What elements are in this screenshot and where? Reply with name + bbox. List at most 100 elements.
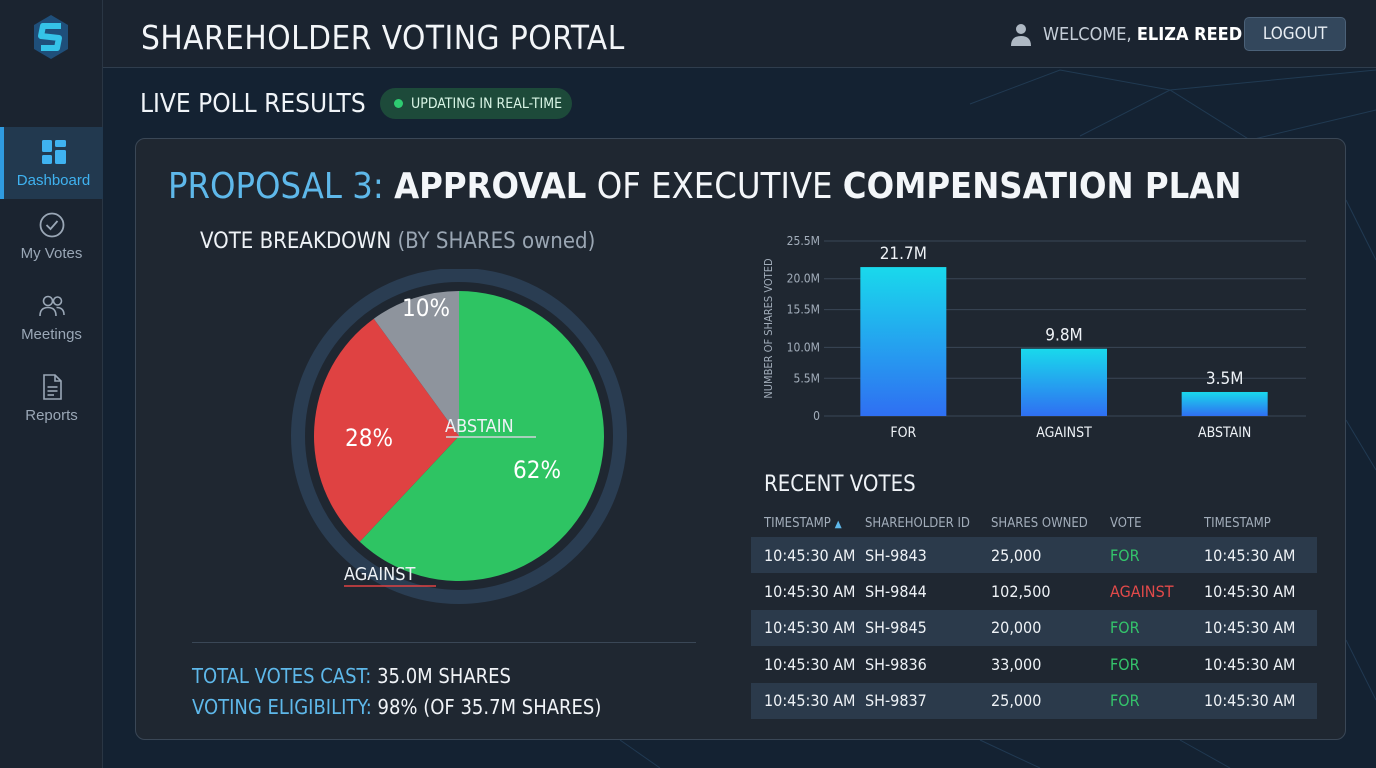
- pie-value-label: 62%: [513, 456, 561, 484]
- dashboard-icon: [41, 139, 66, 164]
- total-votes-value: 35.0M SHARES: [377, 664, 511, 688]
- cell-shareholder-id: SH-9843: [865, 537, 991, 574]
- cell-shareholder-id: SH-9845: [865, 609, 991, 647]
- cell-shareholder-id: SH-9836: [865, 654, 927, 674]
- app-logo[interactable]: [33, 14, 69, 60]
- table-row[interactable]: 10:45:30 AM SH-9837 25,000 FOR 10:45:30 AM: [751, 682, 1317, 719]
- y-tick-label: 15.5M: [787, 303, 820, 317]
- column-header-shares-owned[interactable]: SHARES OWNED: [991, 515, 1088, 531]
- cell-timestamp-2: 10:45:30 AM: [1204, 682, 1317, 719]
- cell-shares-owned: 102,500: [991, 582, 1051, 602]
- table-row[interactable]: 10:45:30 AM SH-9843 25,000 FOR 10:45:30 AM: [751, 537, 1317, 574]
- welcome-message: WELCOME, ELIZA REED: [1043, 24, 1242, 45]
- bar-for[interactable]: [860, 267, 947, 416]
- top-header: SHAREHOLDER VOTING PORTAL WELCOME, ELIZA…: [103, 0, 1376, 68]
- y-axis-label: NUMBER OF SHARES VOTED: [762, 258, 775, 399]
- column-header-timestamp[interactable]: TIMESTAMP ▲: [764, 515, 842, 531]
- cell-vote: FOR: [1110, 609, 1204, 647]
- proposal-title-word-1: APPROVAL: [394, 166, 587, 207]
- eligibility-label: VOTING ELIGIBILITY:: [192, 695, 372, 719]
- cell-shares-owned: 25,000: [991, 537, 1110, 574]
- cell-timestamp-2: 10:45:30 AM: [1204, 654, 1296, 674]
- cell-timestamp: 10:45:30 AM: [751, 537, 865, 574]
- sidebar-item-label: Reports: [25, 406, 78, 424]
- pie-value-label: 10%: [402, 294, 450, 322]
- live-status-text: UPDATING IN REAL-TIME: [411, 95, 563, 112]
- table-row[interactable]: 10:45:30 AM SH-9844 102,500 AGAINST 10:45:30…: [751, 573, 1317, 609]
- pie-value-label: 28%: [345, 424, 393, 452]
- column-header-shareholder-id[interactable]: SHAREHOLDER ID: [865, 515, 970, 531]
- sidebar-item-label: My Votes: [20, 244, 83, 262]
- bar-against[interactable]: [1021, 348, 1107, 416]
- x-tick-label: FOR: [890, 425, 916, 441]
- cell-timestamp-2: 10:45:30 AM: [1204, 609, 1317, 647]
- vote-breakdown-heading: VOTE BREAKDOWN: [200, 229, 392, 254]
- cell-timestamp-2: 10:45:30 AM: [1204, 537, 1317, 574]
- total-votes-label: TOTAL VOTES CAST:: [192, 664, 372, 688]
- y-tick-label: 25.5M: [787, 234, 820, 248]
- user-icon: [1011, 24, 1031, 46]
- section-title: LIVE POLL RESULTS: [140, 89, 366, 119]
- cell-vote: FOR: [1110, 537, 1204, 574]
- total-votes-line: TOTAL VOTES CAST: 35.0M SHARES: [192, 664, 511, 688]
- x-tick-label: ABSTAIN: [1198, 425, 1251, 441]
- live-indicator-dot: [394, 99, 403, 108]
- table-header-row: TIMESTAMP ▲ SHAREHOLDER ID SHARES OWNED V…: [751, 509, 1317, 537]
- y-tick-label: 5.5M: [794, 371, 820, 385]
- y-tick-label: 0: [813, 409, 820, 423]
- sidebar-item-label: Dashboard: [16, 171, 91, 189]
- stats-divider: [192, 642, 696, 643]
- table-row[interactable]: 10:45:30 AM SH-9836 33,000 FOR 10:45:30 AM: [751, 646, 1317, 682]
- cell-shareholder-id: SH-9844: [865, 582, 927, 602]
- cell-timestamp: 10:45:30 AM: [764, 582, 856, 602]
- pie-slice-against[interactable]: [314, 318, 459, 542]
- cell-vote: FOR: [1110, 654, 1140, 674]
- proposal-title-word-3: COMPENSATION PLAN: [842, 166, 1242, 207]
- recent-votes-title: RECENT VOTES: [764, 472, 916, 497]
- x-tick-label: AGAINST: [1036, 425, 1092, 441]
- sidebar-item-label: Meetings: [21, 325, 82, 343]
- pie-outer-ring: [291, 269, 627, 604]
- app-title: SHAREHOLDER VOTING PORTAL: [141, 18, 625, 57]
- sidebar: Dashboard My Votes Meetings Reports: [0, 0, 103, 768]
- eligibility-line: VOTING ELIGIBILITY: 98% (OF 35.7M SHARES…: [192, 695, 601, 719]
- users-icon: [38, 295, 65, 316]
- bar-abstain[interactable]: [1181, 391, 1268, 416]
- cell-shares-owned: 33,000: [991, 654, 1042, 674]
- y-tick-label: 10.0M: [787, 340, 820, 354]
- proposal-card: PROPOSAL 3: APPROVAL OF EXECUTIVE COMPEN…: [135, 138, 1346, 740]
- cell-shareholder-id: SH-9837: [865, 682, 991, 719]
- cell-vote: FOR: [1110, 682, 1204, 719]
- y-tick-label: 20.0M: [787, 272, 820, 286]
- document-icon: [42, 373, 62, 400]
- pie-slice-abstain[interactable]: [373, 291, 459, 436]
- vote-breakdown-subtitle: (BY SHARES owned): [397, 229, 596, 254]
- sidebar-item-meetings[interactable]: Meetings: [0, 281, 103, 353]
- cell-timestamp: 10:45:30 AM: [764, 654, 856, 674]
- logout-button[interactable]: LOGOUT: [1244, 17, 1346, 51]
- live-status-badge: UPDATING IN REAL-TIME: [380, 88, 572, 119]
- pie-slice-for[interactable]: [359, 291, 604, 581]
- table-row[interactable]: 10:45:30 AM SH-9845 20,000 FOR 10:45:30 AM: [751, 609, 1317, 647]
- bar-value-label: 3.5M: [1206, 369, 1244, 389]
- cell-timestamp-2: 10:45:30 AM: [1204, 582, 1296, 602]
- sidebar-item-reports[interactable]: Reports: [0, 362, 103, 434]
- sort-ascending-icon[interactable]: ▲: [834, 518, 842, 530]
- proposal-title: PROPOSAL 3: APPROVAL OF EXECUTIVE COMPEN…: [168, 166, 1241, 207]
- vote-pie-chart: 62%28%10%FORAGAINSTABSTAIN: [291, 269, 627, 604]
- bar-value-label: 9.8M: [1045, 326, 1083, 346]
- sidebar-item-my-votes[interactable]: My Votes: [0, 200, 103, 272]
- column-header-vote[interactable]: VOTE: [1110, 515, 1142, 531]
- user-name: ELIZA REED: [1136, 24, 1243, 45]
- sidebar-item-dashboard[interactable]: Dashboard: [0, 127, 103, 199]
- vote-breakdown-title: VOTE BREAKDOWN (BY SHARES owned): [200, 229, 595, 254]
- cell-vote: AGAINST: [1110, 582, 1174, 602]
- eligibility-value: 98% (OF 35.7M SHARES): [377, 695, 602, 719]
- pie-category-label: ABSTAIN: [445, 416, 514, 437]
- column-header-timestamp-2[interactable]: TIMESTAMP: [1204, 515, 1271, 531]
- shares-bar-chart: 0 5.5M 10.0M 15.5M 20.0M 25.5M NUMBER OF SHARE…: [762, 234, 1306, 441]
- cell-timestamp: 10:45:30 AM: [751, 682, 865, 719]
- proposal-title-word-2: OF EXECUTIVE: [596, 166, 833, 207]
- recent-votes-table: TIMESTAMP ▲ SHAREHOLDER ID SHARES OWNED V…: [751, 509, 1317, 719]
